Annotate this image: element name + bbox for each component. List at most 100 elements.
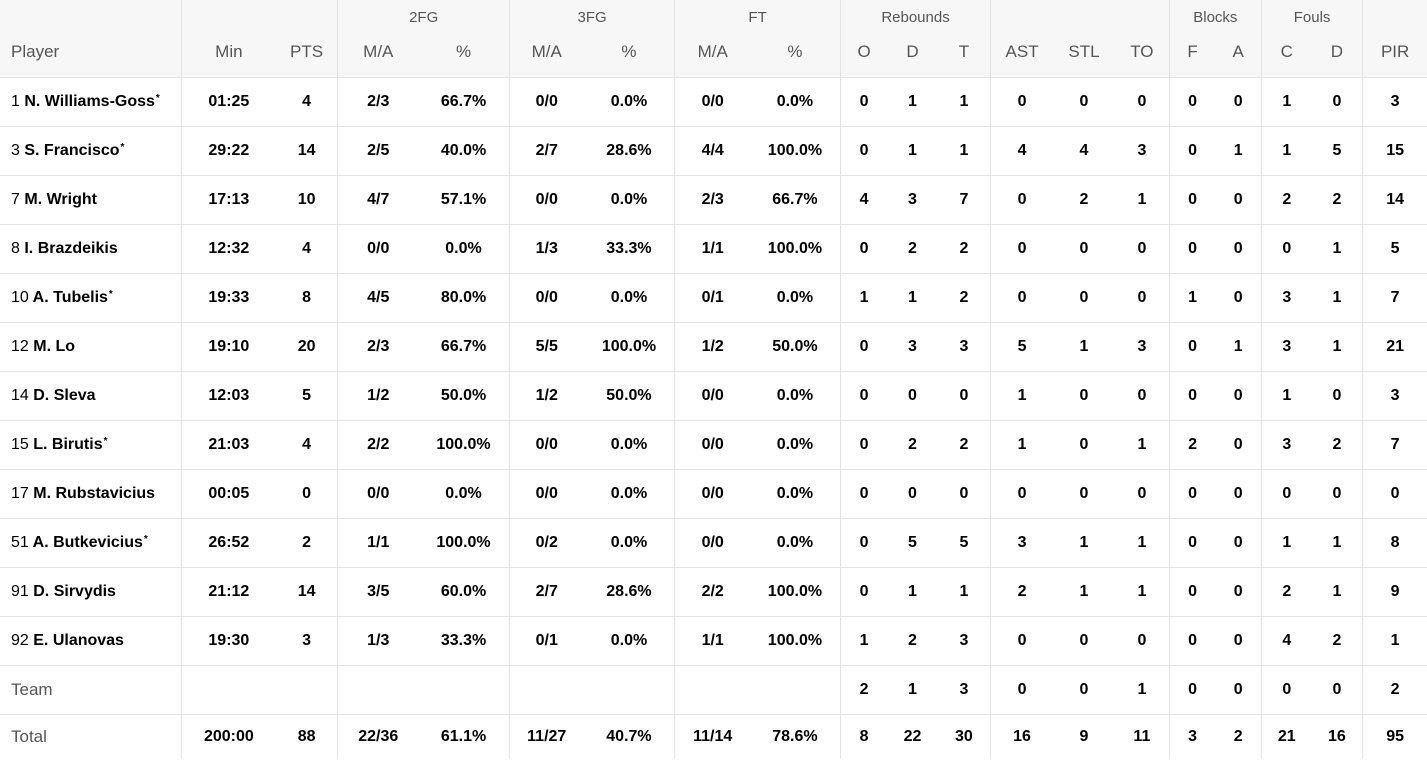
column-header-2fg-pct[interactable]: % [418,27,510,78]
stl-cell: 1 [1052,518,1116,568]
blk-f-cell: 0 [1168,469,1216,519]
ft-ma-cell: 1/1 [674,616,751,666]
ft-ma-cell: 0/0 [674,469,751,519]
3fg-pct-cell: 28.6% [583,567,675,617]
player-name[interactable]: M. Rubstavicius [33,485,156,502]
ft-ma-cell: 0/1 [674,273,751,323]
group-header-empty [990,0,1170,27]
reb-t-cell: 30 [954,728,973,745]
ast-cell: 0 [990,77,1053,127]
column-header-to[interactable]: TO [1115,27,1170,78]
pir-cell: 0 [1362,469,1427,519]
player-row[interactable]: 14 D. Sleva 12:03 5 1/2 50.0% 1/2 50.0% 0/0 0.0%… [0,371,1427,421]
player-cell: 3 S. Francisco* [0,126,182,176]
column-header-pts[interactable]: PTS [275,27,338,78]
3fg-ma-cell: 1/3 [508,224,584,274]
column-header-reb-t[interactable]: T [937,27,991,78]
player-row[interactable]: 17 M. Rubstavicius 00:05 0 0/0 0.0% 0/0 0.0% 0/… [0,469,1427,519]
min-cell: 00:05 [180,469,276,519]
to-cell: 0 [1115,224,1170,274]
ft-pct-cell: 100.0% [750,126,841,176]
to-cell: 0 [1115,469,1170,519]
3fg-ma-cell: 0/0 [508,420,584,470]
group-header-rebounds: Rebounds [839,0,991,27]
foul-d-cell: 1 [1311,224,1363,274]
player-name[interactable]: S. Francisco [24,142,120,159]
pir-cell: 95 [1362,714,1427,759]
player-row[interactable]: 91 D. Sirvydis 21:12 14 3/5 60.0% 2/7 28.6% 2/2… [0,567,1427,617]
player-number: 17 [11,485,29,502]
column-header-ast[interactable]: AST [990,27,1053,78]
column-header-3fg-ma[interactable]: M/A [508,27,584,78]
3fg-ma-cell [508,665,584,715]
ast-cell: 16 [990,714,1053,759]
player-name[interactable]: L. Birutis [33,436,103,453]
ft-ma-cell [674,665,751,715]
2fg-pct-cell: 100.0% [418,518,510,568]
foul-c-cell: 1 [1260,518,1312,568]
column-header-ft-ma[interactable]: M/A [674,27,751,78]
column-header-min[interactable]: Min [180,27,276,78]
foul-d-cell: 0 [1311,469,1363,519]
2fg-pct-cell: 61.1% [440,728,487,745]
player-row[interactable]: 3 S. Francisco* 29:22 14 2/5 40.0% 2/7 28.6% 4/… [0,126,1427,176]
column-header-foul-c[interactable]: C [1260,27,1312,78]
blk-f-cell: 0 [1168,371,1216,421]
reb-o-cell: 1 [839,273,888,323]
player-row[interactable]: 12 M. Lo 19:10 20 2/3 66.7% 5/5 100.0% 1/2 50.0%… [0,322,1427,372]
2fg-pct-cell: 40.0% [418,126,510,176]
pir-cell: 7 [1362,420,1427,470]
foul-c-cell: 0 [1260,665,1312,715]
blk-f-cell: 0 [1168,567,1216,617]
player-row[interactable]: 51 A. Butkevicius* 26:52 2 1/1 100.0% 0/2 0.0%… [0,518,1427,568]
player-name[interactable]: E. Ulanovas [33,632,124,649]
player-name[interactable]: D. Sleva [33,387,96,404]
player-row[interactable]: 1 N. Williams-Goss* 01:25 4 2/3 66.7% 0/0 0.0%… [0,77,1427,127]
player-name[interactable]: A. Butkevicius [32,534,143,551]
player-row[interactable]: 92 E. Ulanovas 19:30 3 1/3 33.3% 0/1 0.0% 1/1 10… [0,616,1427,666]
foul-c-cell: 4 [1260,616,1312,666]
player-row[interactable]: 8 I. Brazdeikis 12:32 4 0/0 0.0% 1/3 33.3% 1/1 1… [0,224,1427,274]
column-header-reb-o[interactable]: O [839,27,888,78]
min-cell: 19:30 [180,616,276,666]
column-header-blk-a[interactable]: A [1215,27,1262,78]
player-name[interactable]: M. Wright [24,191,97,208]
pir-cell: 8 [1362,518,1427,568]
player-number: 14 [11,387,29,404]
player-name[interactable]: I. Brazdeikis [24,240,118,257]
column-header-reb-d[interactable]: D [887,27,938,78]
group-header-fouls: Fouls [1260,0,1363,27]
column-header-stl[interactable]: STL [1052,27,1116,78]
column-header-pir[interactable]: PIR [1362,27,1427,78]
pts-cell: 14 [275,567,338,617]
blk-f-cell: 2 [1168,420,1216,470]
2fg-ma-cell: 1/3 [337,616,419,666]
blk-a-cell: 0 [1215,616,1262,666]
player-name[interactable]: N. Williams-Goss [24,93,155,110]
3fg-ma-cell: 2/7 [508,126,584,176]
reb-t-cell: 0 [937,469,991,519]
2fg-ma-cell: 0/0 [337,469,419,519]
pts-cell: 4 [275,77,338,127]
foul-c-cell: 3 [1260,420,1312,470]
team-label: Team [0,665,182,715]
column-header-player[interactable]: Player [0,27,182,78]
player-row[interactable]: 15 L. Birutis* 21:03 4 2/2 100.0% 0/0 0.0% 0/0 0… [0,420,1427,470]
foul-c-cell: 0 [1260,469,1312,519]
2fg-ma-cell: 0/0 [337,224,419,274]
player-name[interactable]: A. Tubelis [32,289,108,306]
column-header-blk-f[interactable]: F [1168,27,1216,78]
column-header-ft-pct[interactable]: % [750,27,841,78]
column-header-foul-d[interactable]: D [1311,27,1363,78]
pir-cell: 3 [1362,77,1427,127]
column-header-2fg-ma[interactable]: M/A [337,27,419,78]
blk-f-cell: 3 [1168,714,1216,759]
player-name[interactable]: M. Lo [33,338,76,355]
player-name[interactable]: D. Sirvydis [33,583,116,600]
player-row[interactable]: 10 A. Tubelis* 19:33 8 4/5 80.0% 0/0 0.0% 0/1 0.… [0,273,1427,323]
starter-marker: * [120,142,125,153]
column-header-3fg-pct[interactable]: % [583,27,675,78]
player-row[interactable]: 7 M. Wright 17:13 10 4/7 57.1% 0/0 0.0% 2/3 66.7… [0,175,1427,225]
ft-ma-cell: 0/0 [674,77,751,127]
3fg-pct-cell: 0.0% [583,420,675,470]
